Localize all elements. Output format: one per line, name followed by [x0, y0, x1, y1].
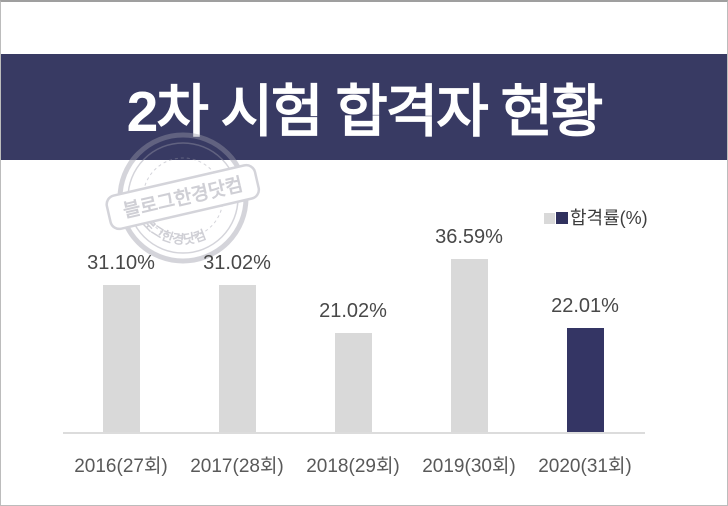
- x-axis-label: 2017(28회): [190, 456, 284, 477]
- bar-value-label: 21.02%: [319, 300, 387, 322]
- bar-2016(27회): [103, 285, 140, 433]
- bar-value-label: 31.02%: [203, 252, 271, 274]
- bar-2017(28회): [219, 285, 256, 433]
- chart-legend: 합격률(%): [544, 207, 648, 229]
- legend-label: 합격률(%): [570, 208, 648, 228]
- bar-2020(31회): [567, 328, 604, 433]
- x-axis-label: 2018(29회): [306, 456, 400, 477]
- title-band: 2차 시험 합격자 현황: [1, 54, 727, 160]
- x-axis-line: [63, 432, 645, 434]
- x-axis-label: 2019(30회): [422, 456, 516, 477]
- x-axis-label: 2016(27회): [74, 456, 168, 477]
- legend-swatch-navy: [556, 212, 568, 224]
- bar-value-label: 36.59%: [435, 226, 503, 248]
- bar-value-label: 31.10%: [87, 252, 155, 274]
- legend-swatch-gray: [544, 212, 555, 224]
- x-axis-label: 2020(31회): [538, 456, 632, 477]
- bar-2019(30회): [451, 259, 488, 433]
- page-title: 2차 시험 합격자 현황: [126, 80, 604, 144]
- bar-2018(29회): [335, 333, 372, 433]
- bar-value-label: 22.01%: [551, 295, 619, 317]
